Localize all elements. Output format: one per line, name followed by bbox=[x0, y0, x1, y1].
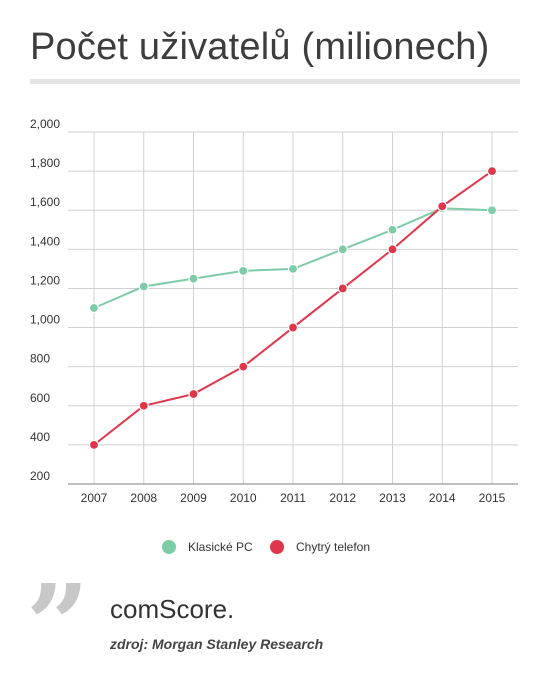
line-chart: 200 400 600 800 1,000 1,200 1,400 1,600 1,800 2,0… bbox=[30, 117, 518, 505]
data-point-series-1 bbox=[88, 302, 100, 314]
legend-label-pc: Klasické PC bbox=[188, 540, 253, 554]
y-tick-label: 1,200 bbox=[30, 273, 60, 287]
data-point-series-1 bbox=[138, 281, 149, 292]
y-tick-label: 2,000 bbox=[30, 117, 60, 131]
data-point-series-1 bbox=[337, 244, 348, 255]
data-point-series-1 bbox=[188, 273, 199, 284]
y-tick-label: 1,400 bbox=[30, 234, 60, 248]
x-tick-label: 2009 bbox=[180, 491, 207, 505]
legend-item-pc: Klasické PC bbox=[162, 540, 253, 554]
data-point-series-2 bbox=[387, 244, 398, 255]
legend: Klasické PC Chytrý telefon bbox=[0, 540, 549, 562]
y-tick-label: 600 bbox=[30, 391, 50, 405]
x-tick-label: 2010 bbox=[230, 491, 257, 505]
data-point-series-1 bbox=[238, 265, 249, 276]
data-point-series-2 bbox=[337, 283, 348, 294]
source-name: comScore. bbox=[110, 594, 235, 624]
data-point-series-2 bbox=[437, 201, 448, 212]
data-point-series-2 bbox=[238, 361, 249, 372]
data-point-series-2 bbox=[88, 439, 100, 450]
x-tick-label: 2007 bbox=[81, 491, 108, 505]
quote-icon: ” bbox=[26, 560, 90, 689]
x-tick-label: 2012 bbox=[329, 491, 356, 505]
x-tick-label: 2015 bbox=[479, 491, 506, 505]
x-tick-label: 2014 bbox=[429, 491, 456, 505]
source-detail: zdroj: Morgan Stanley Research bbox=[110, 636, 324, 652]
y-tick-label: 1,000 bbox=[30, 313, 60, 327]
legend-item-phone: Chytrý telefon bbox=[270, 540, 370, 554]
data-point-series-1 bbox=[387, 224, 398, 235]
legend-marker-pc bbox=[162, 540, 176, 554]
data-point-series-2 bbox=[287, 322, 299, 333]
data-point-series-2 bbox=[486, 166, 498, 177]
y-tick-label: 800 bbox=[30, 352, 50, 366]
x-tick-label: 2011 bbox=[280, 491, 306, 505]
x-tick-label: 2008 bbox=[130, 491, 157, 505]
legend-label-phone: Chytrý telefon bbox=[296, 540, 371, 554]
data-point-series-1 bbox=[287, 263, 299, 274]
y-tick-label: 200 bbox=[30, 469, 50, 483]
y-tick-label: 1,800 bbox=[30, 156, 60, 170]
chart-title: Počet uživatelů (milionech) bbox=[30, 26, 490, 68]
legend-marker-phone bbox=[270, 540, 284, 554]
data-point-series-1 bbox=[486, 205, 498, 216]
y-tick-label: 400 bbox=[30, 430, 50, 444]
y-tick-label: 1,600 bbox=[30, 195, 60, 209]
title-divider bbox=[30, 79, 520, 84]
data-point-series-2 bbox=[138, 400, 149, 411]
x-tick-label: 2013 bbox=[379, 491, 406, 505]
data-point-series-2 bbox=[188, 388, 199, 400]
